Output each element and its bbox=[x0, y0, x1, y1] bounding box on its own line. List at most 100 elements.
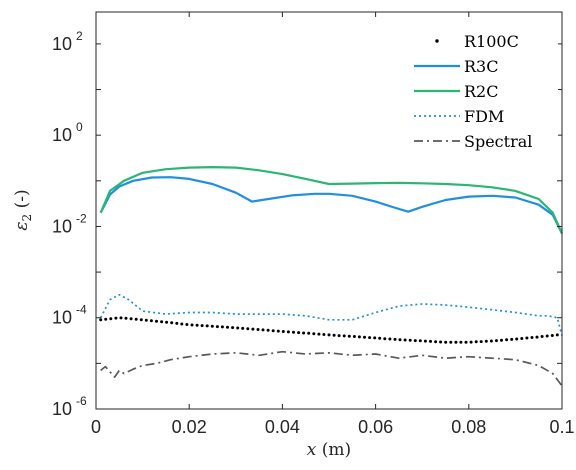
data-point bbox=[337, 334, 341, 338]
x-tick-label: 0.08 bbox=[451, 417, 486, 437]
data-point bbox=[535, 335, 539, 339]
data-point bbox=[246, 327, 250, 331]
legend-background bbox=[408, 28, 558, 160]
data-point bbox=[307, 331, 311, 335]
data-point bbox=[165, 320, 169, 324]
x-axis-variable: x bbox=[307, 440, 317, 460]
data-point bbox=[124, 316, 128, 320]
data-point bbox=[479, 340, 483, 344]
x-tick-label: 0.1 bbox=[549, 417, 574, 437]
data-point bbox=[398, 338, 402, 342]
data-point bbox=[520, 337, 524, 340]
data-point bbox=[388, 337, 392, 341]
data-point bbox=[510, 337, 514, 341]
data-point bbox=[484, 339, 488, 343]
legend: R100C R3C R2C FDM Spectral bbox=[408, 28, 558, 160]
data-point bbox=[363, 335, 366, 339]
data-point bbox=[251, 327, 255, 331]
data-point bbox=[408, 338, 412, 342]
data-point bbox=[474, 340, 478, 344]
data-point bbox=[413, 339, 417, 343]
legend-item: R100C bbox=[435, 32, 519, 51]
data-point bbox=[352, 335, 356, 338]
x-tick-label: 0.02 bbox=[172, 417, 207, 437]
svg-text:ε2 (-): ε2 (-) bbox=[12, 189, 34, 230]
data-point bbox=[215, 325, 219, 329]
data-point bbox=[231, 326, 235, 330]
data-point bbox=[540, 335, 544, 338]
data-point bbox=[500, 338, 503, 342]
data-point bbox=[99, 318, 103, 322]
data-point bbox=[342, 334, 346, 338]
data-point bbox=[144, 318, 148, 322]
data-point bbox=[220, 325, 224, 329]
legend-item: R3C bbox=[414, 57, 498, 76]
data-point bbox=[236, 326, 240, 330]
x-axis-unit: (m) bbox=[322, 440, 351, 460]
data-point bbox=[129, 317, 133, 321]
y-tick-label: 10 0 bbox=[52, 120, 83, 145]
data-point bbox=[423, 339, 427, 343]
data-point bbox=[444, 340, 448, 344]
y-tick-label: 10 -6 bbox=[52, 394, 87, 419]
y-axis-subscript: 2 bbox=[20, 214, 34, 222]
data-point bbox=[175, 321, 179, 325]
data-point bbox=[302, 331, 306, 335]
data-point bbox=[180, 322, 184, 326]
data-point bbox=[545, 334, 549, 338]
data-point bbox=[555, 333, 559, 337]
data-point bbox=[322, 333, 326, 336]
data-point bbox=[134, 317, 138, 321]
svg-text:x (m): x (m) bbox=[307, 440, 351, 460]
series-fdm-line bbox=[99, 293, 563, 337]
data-point bbox=[439, 340, 443, 344]
data-point bbox=[393, 337, 397, 341]
series-r3c-line bbox=[99, 176, 563, 234]
data-point bbox=[403, 338, 407, 342]
legend-label: FDM bbox=[464, 107, 504, 126]
x-axis-label: x (m) bbox=[307, 440, 351, 460]
series-layer bbox=[99, 166, 564, 387]
data-point bbox=[347, 334, 351, 338]
x-tick-label: 0.06 bbox=[358, 417, 393, 437]
data-point bbox=[434, 340, 438, 344]
data-point bbox=[190, 323, 194, 327]
data-point bbox=[119, 316, 123, 320]
x-tick-label: 0.04 bbox=[265, 417, 300, 437]
data-point bbox=[373, 336, 377, 340]
data-point bbox=[286, 330, 290, 334]
legend-item: R2C bbox=[414, 82, 498, 101]
series-r2c-line bbox=[99, 166, 564, 234]
data-point bbox=[139, 318, 143, 322]
data-point bbox=[312, 332, 316, 336]
data-point bbox=[429, 339, 432, 343]
data-point bbox=[530, 336, 534, 339]
data-point bbox=[261, 328, 265, 332]
legend-label: Spectral bbox=[464, 132, 532, 151]
data-point bbox=[205, 324, 209, 328]
data-point bbox=[332, 333, 336, 337]
data-point bbox=[357, 335, 361, 339]
data-point bbox=[297, 331, 301, 335]
data-point bbox=[418, 339, 422, 343]
data-point bbox=[317, 332, 321, 336]
data-point bbox=[266, 328, 270, 332]
data-point bbox=[226, 325, 229, 329]
data-point bbox=[383, 337, 387, 341]
data-point bbox=[454, 340, 458, 344]
data-point bbox=[469, 340, 473, 344]
plot-frame bbox=[95, 11, 563, 410]
data-point bbox=[256, 328, 260, 331]
legend-item: Spectral bbox=[414, 132, 532, 151]
data-point bbox=[185, 323, 189, 326]
data-point bbox=[200, 324, 204, 328]
legend-label: R2C bbox=[464, 82, 498, 101]
y-axis-variable: ε bbox=[12, 221, 32, 230]
y-tick-label: 10 -2 bbox=[52, 211, 87, 236]
legend-label: R3C bbox=[464, 57, 498, 76]
y-axis-unit: (-) bbox=[12, 189, 32, 208]
data-point bbox=[114, 316, 118, 320]
data-point bbox=[464, 340, 468, 344]
data-point bbox=[276, 329, 280, 333]
